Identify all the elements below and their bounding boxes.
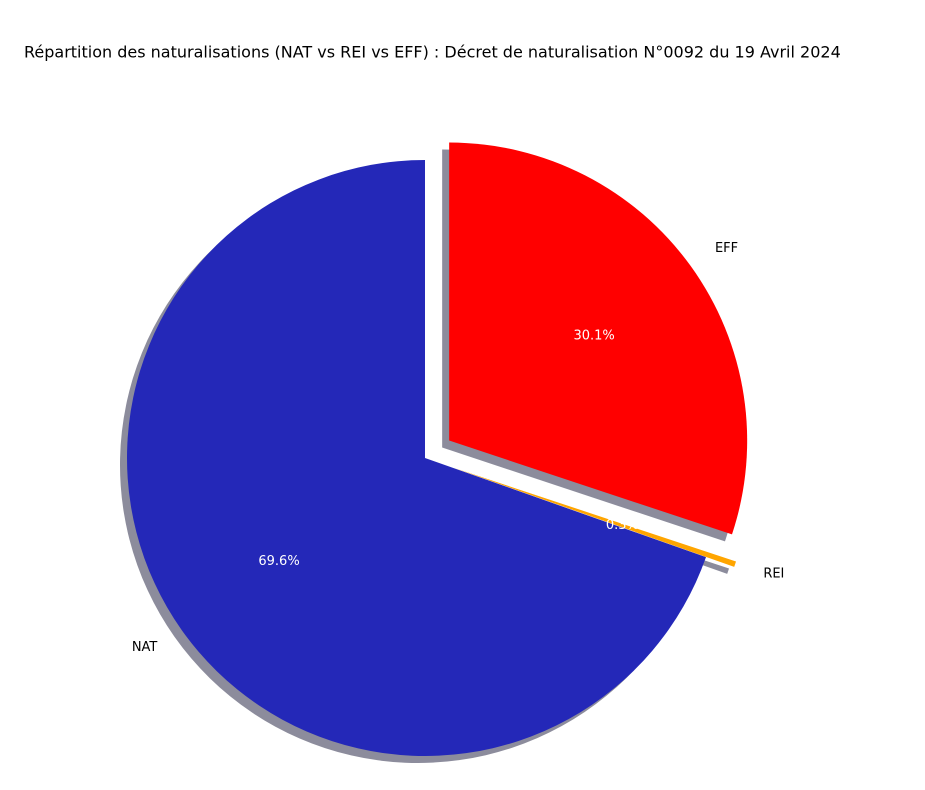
value-label: 0.3% [606, 518, 639, 533]
value-label: 69.6% [258, 554, 299, 569]
slice-label: REI [763, 566, 784, 581]
slice [453, 467, 737, 567]
slice [449, 142, 748, 535]
slice-label: EFF [715, 241, 738, 256]
slice [126, 160, 707, 757]
chart-title: Répartition des naturalisations (NAT vs … [24, 43, 841, 62]
slice-label: NAT [132, 640, 158, 655]
value-label: 30.1% [573, 328, 614, 343]
